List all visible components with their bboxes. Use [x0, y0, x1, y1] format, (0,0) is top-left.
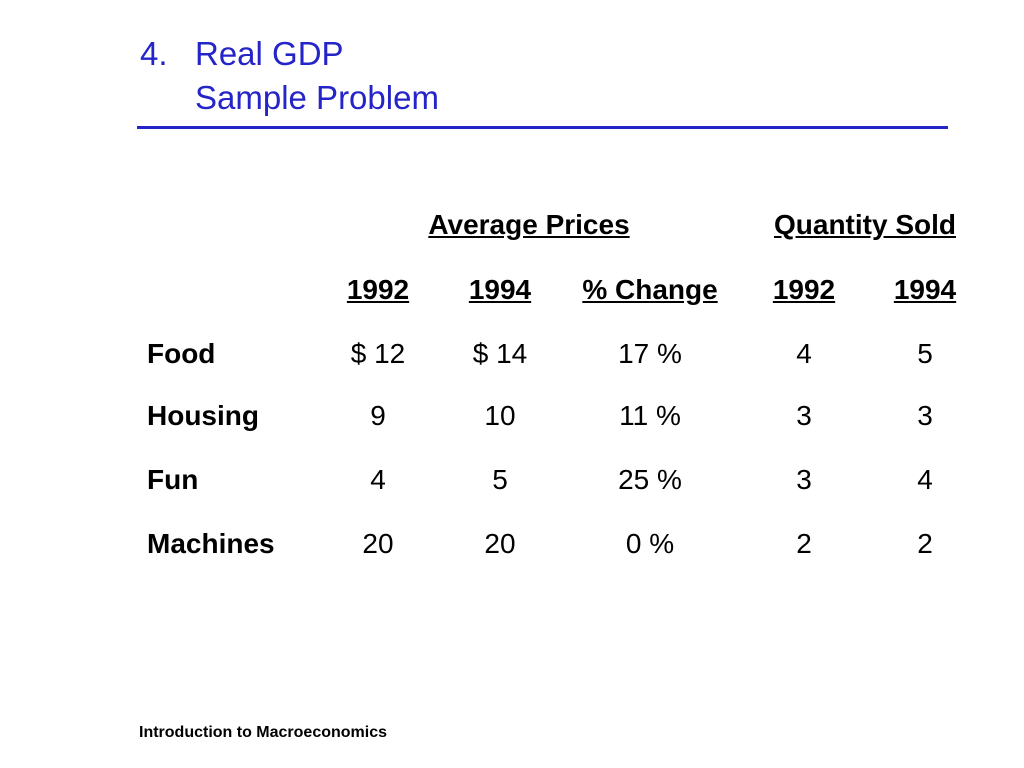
table-cell: 0 %	[625, 528, 675, 559]
table-cell: 4	[917, 464, 933, 495]
table-cell: 4	[370, 464, 386, 495]
row-label-food: Food	[147, 338, 216, 369]
slide-footer: Introduction to Macroeconomics	[139, 724, 388, 741]
title-underline-rule	[137, 126, 948, 129]
table-cell: $ 14	[472, 338, 528, 369]
table-cell: 20	[362, 528, 394, 559]
row-label-machines: Machines	[147, 528, 275, 559]
column-header-quantity-1994: 1994	[893, 274, 957, 305]
table-cell: 9	[370, 400, 386, 431]
title-text-line-1: Real GDP	[195, 35, 344, 72]
row-label-housing: Housing	[147, 400, 259, 431]
table-cell: 17 %	[618, 338, 682, 369]
column-header-price-1992: 1992	[346, 274, 410, 305]
table-cell: 25 %	[618, 464, 682, 495]
table-cell: $ 12	[350, 338, 406, 369]
table-cell: 4	[796, 338, 812, 369]
slide-title: 4. Real GDP Sample Problem	[140, 32, 439, 120]
title-line-1: 4. Real GDP	[140, 32, 439, 76]
title-number: 4.	[140, 35, 168, 72]
table-cell: 20	[484, 528, 516, 559]
group-header-average-prices: Average Prices	[428, 209, 630, 240]
column-header-quantity-1992: 1992	[772, 274, 836, 305]
group-header-quantity-sold: Quantity Sold	[774, 209, 956, 240]
table-cell: 2	[796, 528, 812, 559]
table-cell: 11 %	[619, 400, 681, 431]
row-label-fun: Fun	[147, 464, 199, 495]
title-line-2: Sample Problem	[195, 79, 439, 116]
column-header-percent-change: % Change	[582, 274, 718, 305]
table-cell: 3	[917, 400, 933, 431]
table-cell: 3	[796, 464, 812, 495]
table-cell: 2	[917, 528, 933, 559]
table-cell: 3	[796, 400, 812, 431]
column-header-price-1994: 1994	[468, 274, 532, 305]
table-cell: 10	[484, 400, 516, 431]
table-cell: 5	[492, 464, 508, 495]
table-cell: 5	[917, 338, 933, 369]
